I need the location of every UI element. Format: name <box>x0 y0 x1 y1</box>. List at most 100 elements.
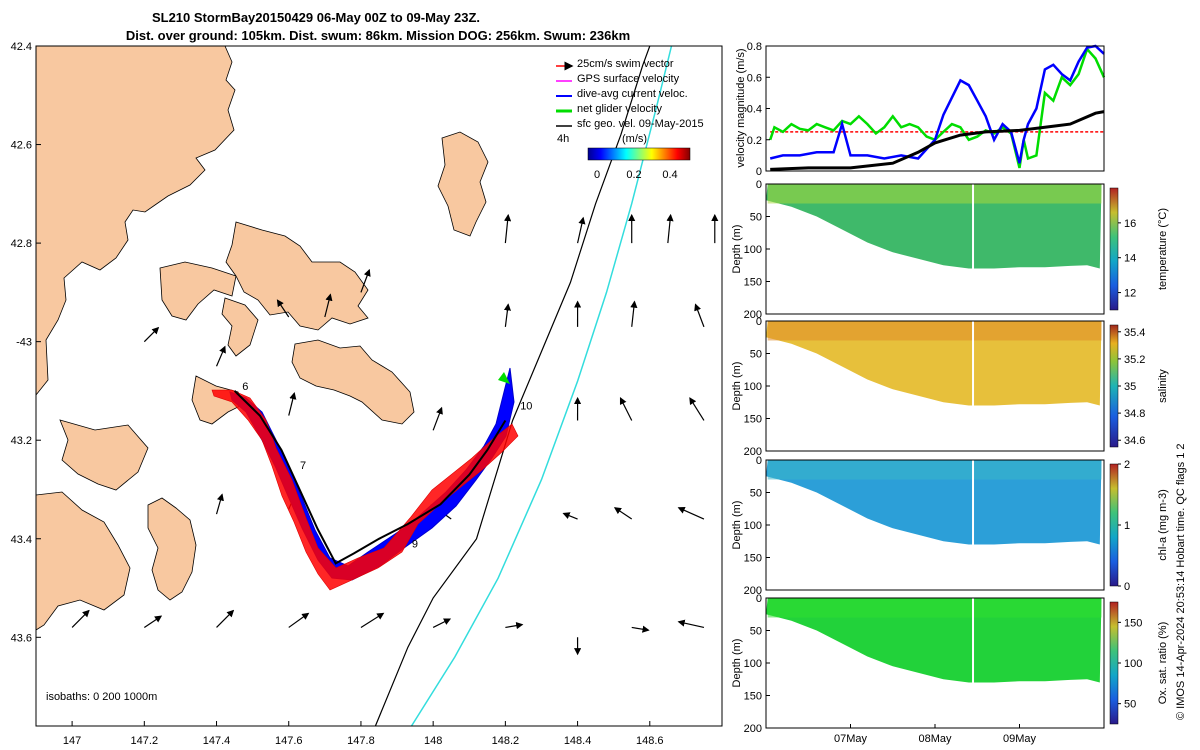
section-ytick-label: 100 <box>744 381 762 393</box>
map-xtick-label: 148.2 <box>492 735 520 747</box>
current-arrow <box>432 406 443 431</box>
section-ytick-label: 200 <box>744 723 762 735</box>
velocity-series-sfc <box>770 110 1105 171</box>
map-frame <box>35 45 723 727</box>
colorbar-tick-label: 12 <box>1124 288 1136 300</box>
section-ytick-label: 50 <box>750 488 762 500</box>
current-arrow <box>215 345 226 367</box>
map-ytick-label: -43 <box>16 337 32 349</box>
section-surface-band <box>767 321 1102 341</box>
velocity-ytick-label: 0.8 <box>747 41 762 53</box>
velocity-ytick-label: 0.2 <box>747 135 762 147</box>
section-colorbar <box>1109 463 1119 587</box>
section-colorbar <box>1109 601 1119 725</box>
current-arrow <box>215 493 224 515</box>
current-arrow <box>503 303 512 327</box>
current-arrow <box>360 268 371 293</box>
legend-net-label: net glider velocity <box>577 103 662 115</box>
map-ytick-label: 42.4 <box>11 41 32 53</box>
current-arrow <box>677 619 705 629</box>
current-arrow <box>288 612 310 628</box>
track-day-label: 6 <box>242 381 248 393</box>
track-day-label: 9 <box>412 539 418 551</box>
map-xtick-label: 147.8 <box>347 735 375 747</box>
legend-swim-label: 25cm/s swim vector <box>577 58 674 70</box>
current-arrow <box>216 609 235 628</box>
land-masses <box>36 46 489 631</box>
legend-colorbar-unit: (m/s) <box>622 133 647 145</box>
track-map: 147 147.2 147.4 147.6 147.8 148 148.2 148.4 148.… <box>11 41 723 747</box>
colorbar-label: chl-a (mg m-3) <box>1157 489 1169 561</box>
current-arrow <box>666 213 674 244</box>
section-ylabel: Depth (m) <box>731 362 743 411</box>
colorbar-tick-label: 2 <box>1124 459 1130 471</box>
section-values <box>766 321 1102 406</box>
velocity-series <box>769 44 1106 171</box>
map-xtick-label: 147.2 <box>131 735 159 747</box>
velocity-y-axis: 0 0.2 0.4 0.6 0.8 <box>747 41 770 178</box>
velocity-series-net <box>769 46 1106 169</box>
section-ytick-label: 0 <box>756 179 762 191</box>
map-xtick-label: 148.4 <box>564 735 592 747</box>
current-arrow <box>276 299 290 318</box>
section-colorbar <box>1109 187 1119 311</box>
colorbar-tick-label: 35 <box>1124 381 1136 393</box>
section-ytick-label: 150 <box>744 553 762 565</box>
current-arrow <box>71 609 90 628</box>
section-ylabel: Depth (m) <box>731 501 743 550</box>
legend-colorbar-tick-2: 0.4 <box>662 169 677 181</box>
colorbar-tick-label: 34.8 <box>1124 408 1145 420</box>
section-ytick-label: 200 <box>744 309 762 321</box>
current-arrow <box>694 303 705 328</box>
glider-track <box>233 390 507 565</box>
isobath-note: isobaths: 0 200 1000m <box>46 691 157 703</box>
isobath-200m <box>374 46 651 726</box>
current-arrow <box>360 612 385 628</box>
isobath-1000m <box>410 46 673 726</box>
colorbar-label: Ox. sat. ratio (%) <box>1157 622 1169 705</box>
current-arrow <box>505 622 524 630</box>
colorbar-label: salinity <box>1157 369 1169 403</box>
map-xtick-label: 147 <box>63 735 81 747</box>
map-x-axis: 147 147.2 147.4 147.6 147.8 148 148.2 148.4 148.… <box>63 721 664 747</box>
colorbar-tick-label: 14 <box>1124 253 1136 265</box>
time-tick-label: 07May <box>834 733 868 745</box>
section-ytick-label: 0 <box>756 455 762 467</box>
current-arrow <box>677 506 705 520</box>
section-ytick-label: 50 <box>750 626 762 638</box>
map-y-axis: 42.4 42.6 42.8 -43 43.2 43.4 43.6 <box>11 41 41 644</box>
legend-diveavg-label: dive-avg current veloc. <box>577 88 688 100</box>
legend-colorbar <box>587 147 691 161</box>
velocity-ytick-label: 0.4 <box>747 104 762 116</box>
legend-scale-label: 4h <box>557 133 569 145</box>
current-arrow <box>562 512 578 520</box>
legend-sfc-label: sfc geo. vel. 09-May-2015 <box>577 118 704 130</box>
legend-colorbar-tick-1: 0.2 <box>626 169 641 181</box>
current-arrow <box>143 326 160 343</box>
map-legend: 25cm/s swim vector GPS surface velocity … <box>556 58 704 181</box>
current-arrow <box>324 293 333 318</box>
velocity-series-dive_avg <box>769 44 1105 164</box>
temperature-section: 0 50 100 150 200 Depth (m) 12 14 16 temperature (… <box>731 179 1169 321</box>
section-values <box>766 598 1102 683</box>
figure-title-line1: SL210 StormBay20150429 06-May 00Z to 09-… <box>152 10 480 25</box>
track-swath <box>211 367 519 591</box>
map-ytick-label: 42.6 <box>11 140 32 152</box>
section-ytick-label: 150 <box>744 414 762 426</box>
section-surface-band <box>767 184 1102 204</box>
current-arrow <box>613 507 633 520</box>
velocity-panel: 0 0.2 0.4 0.6 0.8 velocity magnitude (m/s) <box>735 41 1106 178</box>
day-labels: 6 7 9 10 <box>242 381 532 551</box>
time-axis: 07May 08May 09May <box>834 724 1037 745</box>
map-ytick-label: 43.2 <box>11 435 32 447</box>
section-ytick-label: 200 <box>744 585 762 597</box>
section-ytick-label: 100 <box>744 658 762 670</box>
colorbar-tick-label: 16 <box>1124 218 1136 230</box>
salinity-section: 0 50 100 150 200 Depth (m) 34.6 34.8 35 35.2 35.4 s… <box>731 316 1169 458</box>
velocity-ytick-label: 0.6 <box>747 72 762 84</box>
map-xtick-label: 147.6 <box>275 735 303 747</box>
map-ytick-label: 43.6 <box>11 632 32 644</box>
section-ylabel: Depth (m) <box>731 639 743 688</box>
